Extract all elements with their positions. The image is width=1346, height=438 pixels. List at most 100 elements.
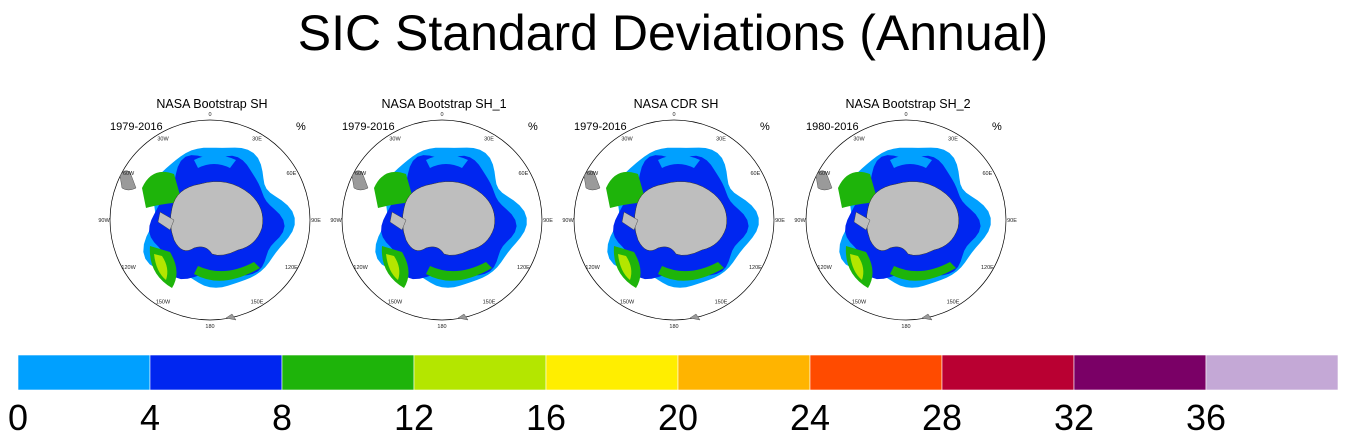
sic-band-8-12-amundsen: [426, 262, 492, 281]
longitude-label: 180: [205, 324, 214, 330]
longitude-label: 90E: [775, 218, 785, 224]
panel-title: NASA Bootstrap SH: [156, 97, 267, 111]
longitude-label: 90W: [794, 218, 806, 224]
panel-period: 1979-2016: [342, 121, 395, 133]
longitude-label: 30E: [252, 137, 262, 143]
longitude-label: 150E: [251, 299, 264, 305]
sic-band-12-16: [154, 254, 168, 280]
sic-inner-patch: [426, 155, 468, 168]
new-zealand-land: [689, 313, 701, 321]
longitude-label: 60W: [355, 171, 367, 177]
panel-units: %: [760, 121, 770, 133]
longitude-label: 150W: [852, 299, 867, 305]
longitude-label: 150E: [483, 299, 496, 305]
antarctic-peninsula: [853, 211, 871, 231]
longitude-label: 120E: [749, 265, 762, 271]
panel-units: %: [992, 121, 1002, 133]
longitude-label: 90E: [1007, 218, 1017, 224]
colorbar-bin-8: [1073, 355, 1207, 391]
colorbar-tick-label: 8: [272, 397, 292, 438]
colorbar-tick-label: 20: [658, 397, 698, 438]
new-zealand-land: [457, 313, 469, 321]
longitude-label: 120W: [585, 265, 600, 271]
colorbar-bin-9: [1205, 355, 1339, 391]
colorbar-tick-label: 36: [1186, 397, 1226, 438]
map-panel-3: NASA CDR SH 1979-2016 % 0 30E 60E 90E 120E 150E 1…: [562, 97, 785, 330]
longitude-label: 120W: [121, 265, 136, 271]
sic-band-8-12-weddell: [374, 171, 414, 208]
antarctic-peninsula: [621, 211, 639, 231]
colorbar-bin-2: [281, 355, 415, 391]
panel-units: %: [296, 121, 306, 133]
antarctic-peninsula: [389, 211, 407, 231]
sic-band-8-12-weddell: [838, 171, 878, 208]
sic-band-8-12-amundsen: [890, 262, 956, 281]
longitude-label: 60W: [123, 171, 135, 177]
longitude-label: 180: [901, 324, 910, 330]
panel-period: 1980-2016: [806, 121, 859, 133]
longitude-label: 60E: [287, 171, 297, 177]
colorbar-tick-label: 28: [922, 397, 962, 438]
longitude-label: 90W: [98, 218, 110, 224]
longitude-label: 120E: [981, 265, 994, 271]
panel-title: NASA Bootstrap SH_1: [381, 97, 506, 111]
longitude-label: 60W: [587, 171, 599, 177]
sic-inner-patch: [194, 155, 236, 168]
colorbar-tick-label: 24: [790, 397, 830, 438]
longitude-label: 30W: [853, 137, 865, 143]
longitude-label: 90E: [311, 218, 321, 224]
sic-band-12-16: [850, 254, 864, 280]
longitude-label: 30W: [621, 137, 633, 143]
panel-period: 1979-2016: [110, 121, 163, 133]
south-america-land: [351, 170, 369, 191]
panel-period: 1979-2016: [574, 121, 627, 133]
map-panel-2: NASA Bootstrap SH_1 1979-2016 % 0 30E 60E 90E 1…: [330, 97, 553, 330]
antarctica-land: [866, 181, 959, 256]
longitude-label: 30W: [389, 137, 401, 143]
colorbar-bin-1: [149, 355, 283, 391]
longitude-label: 60E: [751, 171, 761, 177]
longitude-label: 0: [672, 112, 675, 118]
sic-inner-patch: [658, 155, 700, 168]
new-zealand-land: [225, 313, 237, 321]
antarctica-land: [402, 181, 495, 256]
longitude-label: 150W: [620, 299, 635, 305]
panel-title: NASA CDR SH: [634, 97, 719, 111]
longitude-label: 30E: [948, 137, 958, 143]
colorbar-tick-label: 4: [140, 397, 160, 438]
colorbar-tick-label: 12: [394, 397, 434, 438]
longitude-label: 0: [440, 112, 443, 118]
longitude-label: 60E: [983, 171, 993, 177]
longitude-label: 150E: [715, 299, 728, 305]
colorbar-tick-label: 16: [526, 397, 566, 438]
colorbar: 0 4 8 12 16 20 24 28 32 36: [8, 355, 1339, 438]
colorbar-bin-7: [941, 355, 1075, 391]
colorbar-bin-5: [677, 355, 811, 391]
longitude-label: 30E: [484, 137, 494, 143]
sic-band-8-12-amundsen: [658, 262, 724, 281]
panel-units: %: [528, 121, 538, 133]
longitude-label: 90W: [562, 218, 574, 224]
colorbar-bin-0: [17, 355, 151, 391]
colorbar-bin-3: [413, 355, 547, 391]
colorbar-bin-6: [809, 355, 943, 391]
sic-band-8-12-amundsen: [194, 262, 260, 281]
south-america-land: [583, 170, 601, 191]
south-america-land: [815, 170, 833, 191]
longitude-label: 150W: [156, 299, 171, 305]
sic-band-12-16: [618, 254, 632, 280]
longitude-label: 180: [437, 324, 446, 330]
sic-band-8-12-weddell: [142, 171, 182, 208]
colorbar-bin-4: [545, 355, 679, 391]
map-panel-4: NASA Bootstrap SH_2 1980-2016 % 0 30E 60E 90E 1…: [794, 97, 1017, 330]
antarctica-land: [170, 181, 263, 256]
longitude-label: 30E: [716, 137, 726, 143]
longitude-label: 150E: [947, 299, 960, 305]
panel-title: NASA Bootstrap SH_2: [845, 97, 970, 111]
longitude-label: 60W: [819, 171, 831, 177]
longitude-label: 180: [669, 324, 678, 330]
longitude-label: 120W: [353, 265, 368, 271]
sic-inner-patch: [890, 155, 932, 168]
sic-band-8-12-weddell: [606, 171, 646, 208]
longitude-label: 120E: [517, 265, 530, 271]
